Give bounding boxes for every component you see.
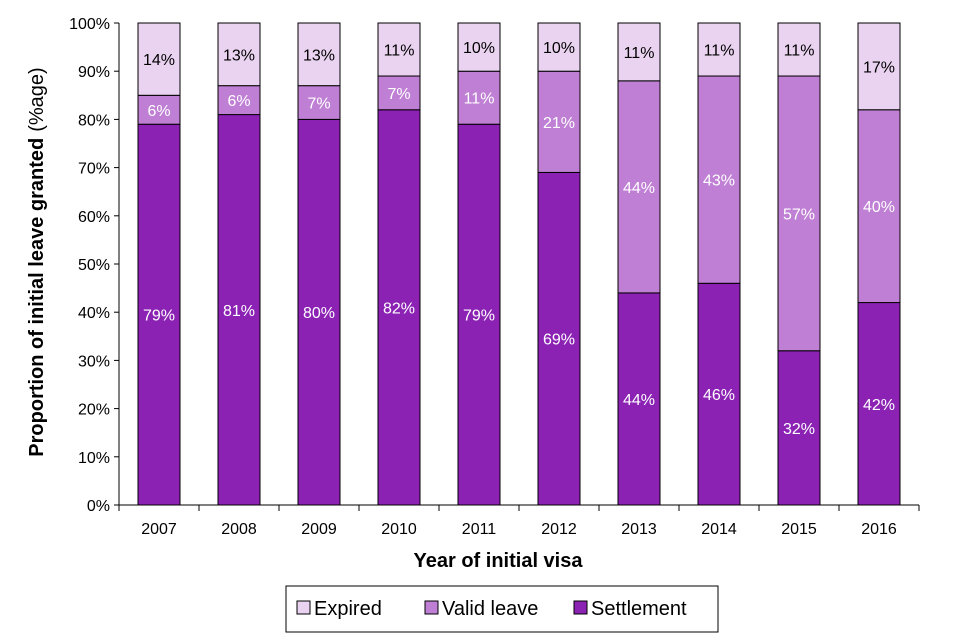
segment-labels-group: 79% 6% 14% 81% 6% 13% 80% 7% 13% 82% 7% 11% 79% 11% 10… (143, 40, 895, 438)
bar-segment-expired-2013 (617, 22, 661, 82)
y-tick-label: 20% (78, 402, 110, 419)
data-label-settlement-2013: 44% (623, 392, 655, 409)
data-label-expired-2015: 11% (784, 43, 815, 60)
x-tick-label: 2012 (541, 521, 577, 538)
bar-segment-valid-leave-2007 (137, 94, 181, 125)
bar-segment-settlement-2011 (457, 123, 501, 506)
data-label-settlement-2016: 42% (863, 397, 895, 414)
x-tick-label: 2007 (141, 521, 177, 538)
x-tick-label: 2013 (621, 521, 657, 538)
bar-segment-valid-leave-2008 (217, 85, 261, 116)
bar-segment-valid-leave-2015 (777, 75, 821, 352)
bar-segment-expired-2010 (377, 22, 421, 77)
data-label-expired-2007: 14% (143, 52, 175, 69)
x-tick-label: 2016 (861, 521, 897, 538)
x-tick-label: 2014 (701, 521, 737, 538)
data-label-settlement-2007: 79% (143, 308, 175, 325)
bar-segment-settlement-2007 (137, 123, 181, 506)
data-label-expired-2012: 10% (543, 40, 575, 57)
data-label-valid-leave-2009: 7% (307, 96, 330, 113)
legend: Expired Valid leave Settlement (285, 585, 719, 633)
bar-segment-expired-2015 (777, 22, 821, 77)
legend-swatch-expired (296, 600, 311, 615)
legend-label-settlement: Settlement (591, 598, 687, 620)
data-label-valid-leave-2012: 21% (543, 115, 575, 132)
x-tick-labels: 2007 2008 2009 2010 2011 2012 2013 2014 2015 2016 (141, 521, 897, 538)
data-label-settlement-2011: 79% (463, 308, 495, 325)
y-tick-label: 50% (78, 257, 110, 274)
legend-border (285, 585, 719, 633)
y-tick-label: 90% (78, 64, 110, 81)
y-tick-label: 80% (78, 112, 110, 129)
data-label-expired-2009: 13% (303, 47, 335, 64)
y-tick-label: 0% (87, 498, 110, 515)
bar-segment-valid-leave-2014 (697, 75, 741, 284)
bar-segment-expired-2007 (137, 22, 181, 96)
y-tick-label: 70% (78, 161, 110, 178)
data-label-valid-leave-2014: 43% (703, 173, 735, 190)
data-label-expired-2011: 10% (463, 40, 495, 57)
bar-segment-valid-leave-2012 (537, 70, 581, 173)
legend-label-valid-leave: Valid leave (442, 598, 538, 620)
data-label-settlement-2012: 69% (543, 332, 575, 349)
bar-segment-expired-2011 (457, 22, 501, 72)
legend-swatch-settlement (573, 600, 588, 615)
bar-segment-valid-leave-2013 (617, 80, 661, 294)
data-label-settlement-2015: 32% (783, 421, 815, 438)
bar-segment-expired-2016 (857, 22, 901, 111)
bar-segment-valid-leave-2009 (297, 85, 341, 120)
y-tick-label: 30% (78, 353, 110, 370)
legend-label-expired: Expired (314, 598, 382, 620)
bar-segment-expired-2008 (217, 22, 261, 87)
bar-segment-settlement-2010 (377, 109, 421, 506)
bars-group (137, 22, 901, 506)
data-label-expired-2008: 13% (223, 47, 255, 64)
data-label-settlement-2014: 46% (703, 387, 735, 404)
data-label-settlement-2008: 81% (223, 303, 255, 320)
x-tick-label: 2008 (221, 521, 257, 538)
bar-segment-settlement-2008 (217, 114, 261, 506)
y-tick-labels: 0% 10% 20% 30% 40% 50% 60% 70% 80% 90% 100% (69, 16, 110, 515)
x-tick-label: 2015 (781, 521, 817, 538)
data-label-expired-2010: 11% (384, 43, 415, 60)
x-tick-label: 2010 (381, 521, 417, 538)
data-label-settlement-2010: 82% (383, 300, 415, 317)
y-tick-label: 10% (78, 450, 110, 467)
y-axis-title-main: Proportion of initial leave granted (26, 138, 48, 457)
data-label-settlement-2009: 80% (303, 305, 335, 322)
data-label-valid-leave-2015: 57% (783, 206, 815, 223)
bar-segment-valid-leave-2010 (377, 75, 421, 111)
data-label-expired-2014: 11% (704, 43, 735, 60)
data-label-valid-leave-2013: 44% (623, 180, 655, 197)
bar-segment-valid-leave-2016 (857, 109, 901, 304)
data-label-valid-leave-2011: 11% (464, 91, 495, 108)
bar-segment-settlement-2016 (857, 302, 901, 506)
bar-segment-expired-2012 (537, 22, 581, 72)
x-tick-label: 2009 (301, 521, 337, 538)
x-axis-title: Year of initial visa (414, 550, 584, 572)
y-tick-label: 100% (69, 16, 110, 33)
data-label-expired-2013: 11% (624, 45, 655, 62)
data-label-expired-2016: 17% (863, 59, 895, 76)
legend-swatch-valid-leave (424, 600, 439, 615)
data-label-valid-leave-2010: 7% (387, 86, 410, 103)
bar-segment-expired-2014 (697, 22, 741, 77)
y-axis-title: Proportion of initial leave granted (%age… (26, 67, 48, 456)
data-label-valid-leave-2007: 6% (147, 103, 170, 120)
y-tick-label: 40% (78, 305, 110, 322)
y-tick-label: 60% (78, 209, 110, 226)
bar-segment-expired-2009 (297, 22, 341, 87)
data-label-valid-leave-2008: 6% (227, 93, 250, 110)
data-label-valid-leave-2016: 40% (863, 199, 895, 216)
bar-segment-settlement-2013 (617, 292, 661, 506)
bar-segment-settlement-2015 (777, 350, 821, 506)
axes-group (114, 22, 920, 511)
x-tick-label: 2011 (462, 521, 497, 538)
bar-segment-settlement-2012 (537, 171, 581, 506)
y-axis-title-suffix: (%age) (26, 67, 48, 131)
